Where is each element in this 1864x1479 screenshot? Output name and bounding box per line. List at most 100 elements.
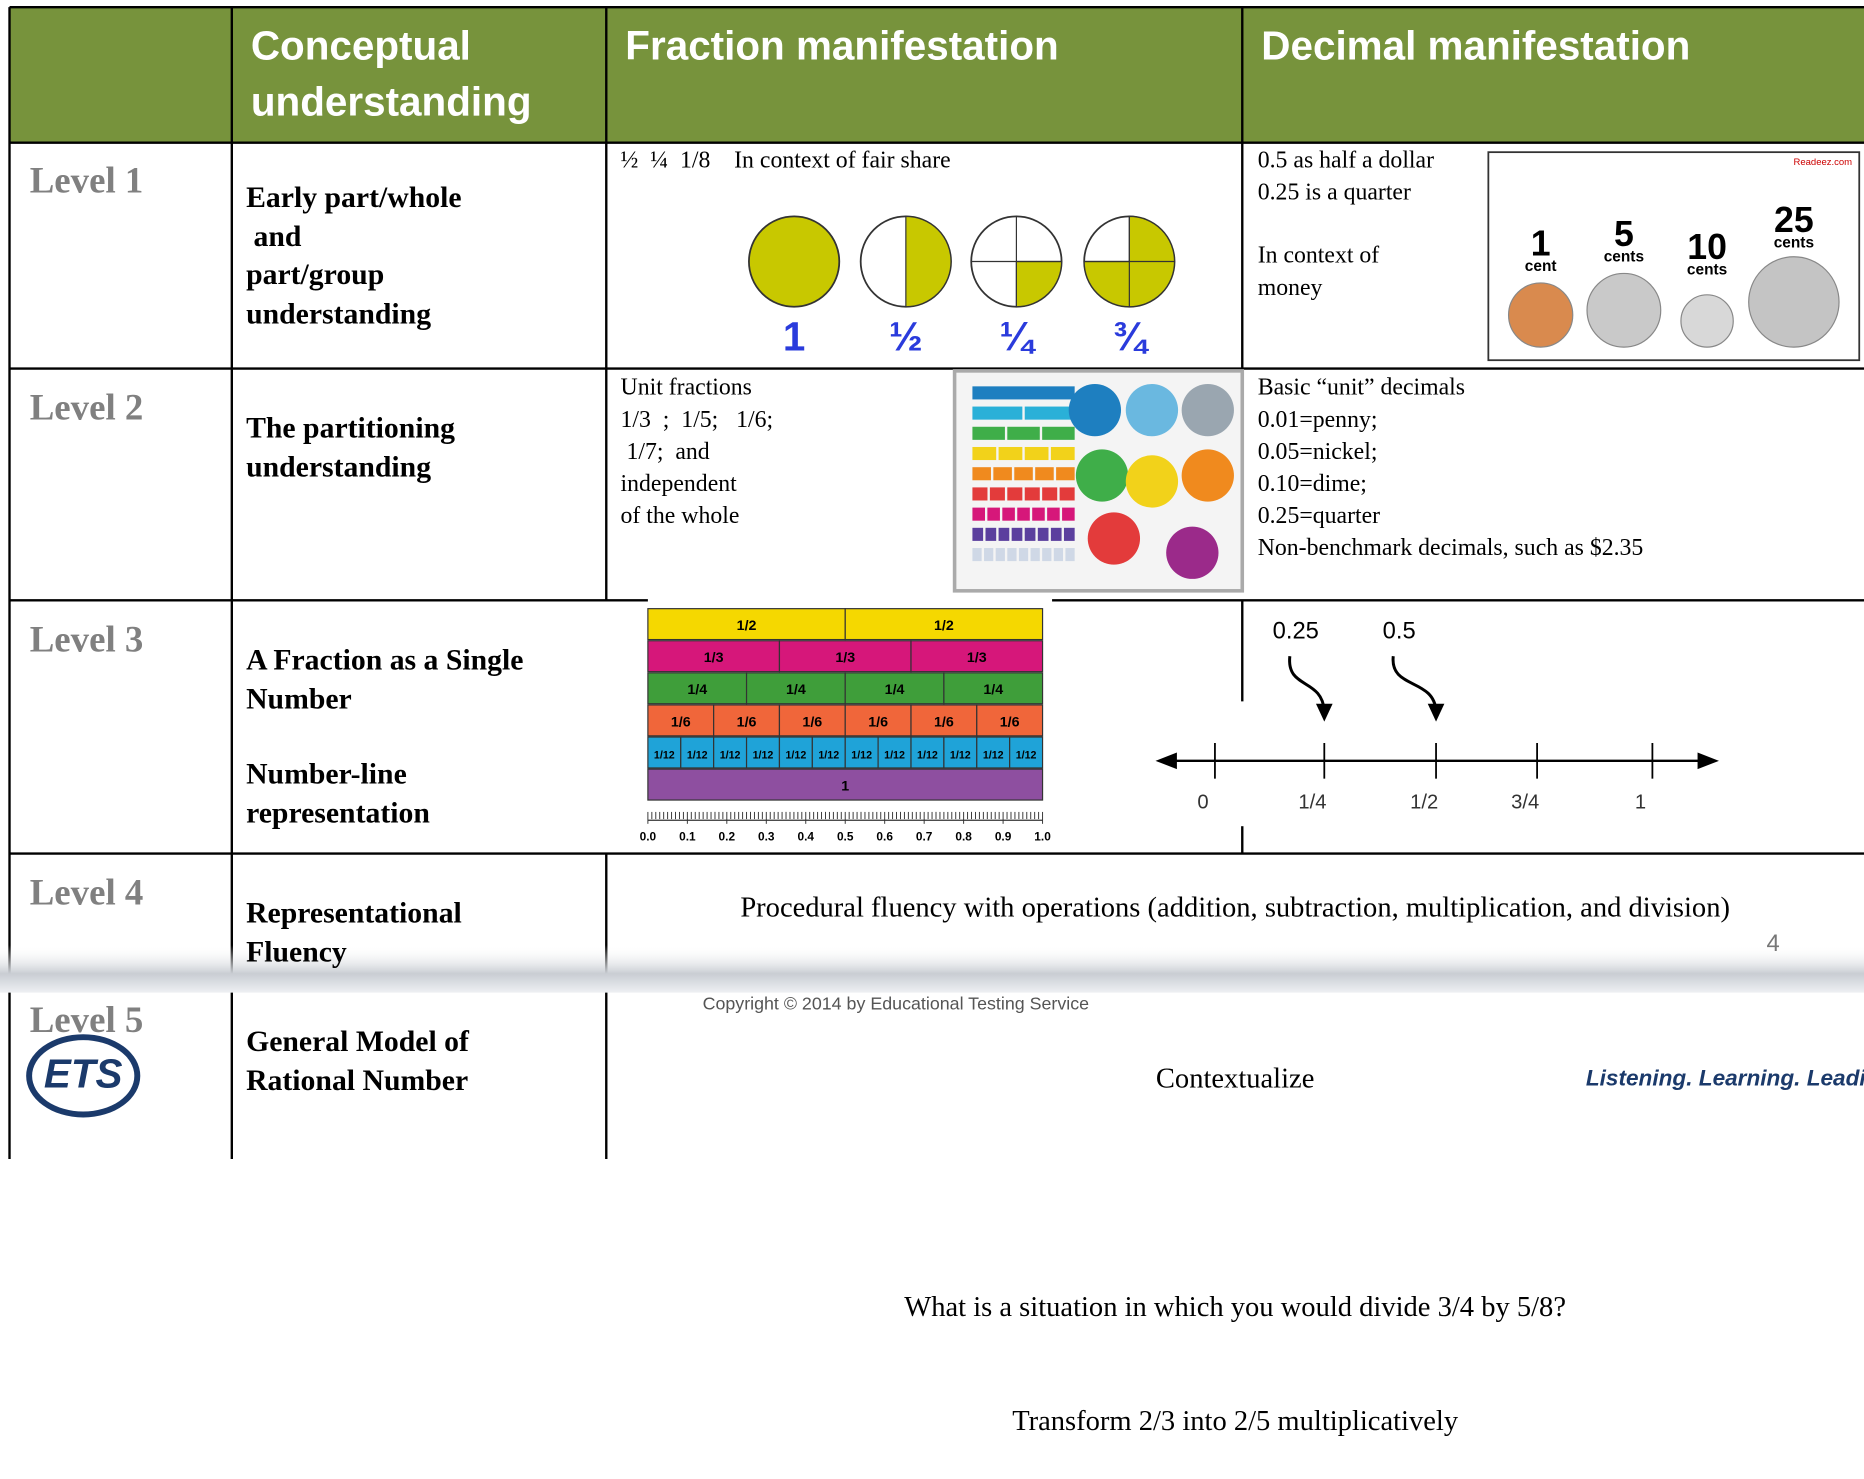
photo-piece bbox=[972, 467, 991, 481]
strip-piece bbox=[910, 640, 1044, 673]
strip-label: 1/3 bbox=[835, 650, 855, 666]
strip-label: 1/2 bbox=[934, 618, 954, 634]
strip-label: 1/4 bbox=[983, 682, 1003, 698]
fraction-circle: 1 bbox=[748, 215, 841, 360]
strip-label: 1/6 bbox=[1000, 714, 1020, 730]
strip-label: 1/12 bbox=[818, 749, 839, 761]
text-line: understanding bbox=[246, 297, 432, 330]
arrow-head bbox=[1697, 752, 1719, 770]
text-line: 0.25=quarter bbox=[1257, 502, 1381, 530]
number-label: 1/4 bbox=[1298, 791, 1326, 813]
photo-piece bbox=[1011, 527, 1023, 541]
span-line: What is a situation in which you would d… bbox=[904, 1292, 1566, 1324]
text-line: Unit fractions bbox=[620, 374, 752, 401]
ruler-label: 0.4 bbox=[797, 829, 814, 843]
strip-piece bbox=[844, 736, 879, 769]
photo-piece bbox=[1087, 512, 1141, 565]
coin bbox=[1586, 272, 1662, 348]
photo-piece bbox=[1035, 467, 1054, 481]
ruler-label: 0.5 bbox=[837, 829, 854, 843]
concept: General Model of Rational Number bbox=[246, 1024, 469, 1101]
strip-label: 1/6 bbox=[868, 714, 888, 730]
strip-piece bbox=[910, 704, 978, 737]
ruler-label: 0.0 bbox=[640, 829, 657, 843]
circle-fill bbox=[905, 215, 952, 308]
strip-piece bbox=[713, 736, 748, 769]
circle-outline bbox=[748, 215, 841, 308]
photo-piece bbox=[1017, 507, 1030, 521]
span-text: Procedural fluency with operations (addi… bbox=[740, 892, 1730, 924]
fraction-strip: 1/3 1/3 1/3 bbox=[647, 640, 1044, 673]
arrow-label: 0.5 bbox=[1383, 617, 1416, 644]
photo-piece bbox=[1056, 467, 1075, 481]
strip-label: 1/12 bbox=[654, 749, 675, 761]
concept: Number-line representation bbox=[246, 756, 430, 833]
strip-label: 1/12 bbox=[785, 749, 806, 761]
header-line: understanding bbox=[250, 79, 532, 125]
strip-label: 1/12 bbox=[1016, 749, 1037, 761]
fraction-circle: ¼ bbox=[970, 215, 1063, 360]
strip-label: 1/3 bbox=[704, 650, 724, 666]
photo-piece bbox=[1166, 526, 1219, 579]
strip-label: 1/4 bbox=[885, 682, 905, 698]
photo-piece bbox=[1030, 548, 1040, 562]
photo-piece bbox=[1047, 507, 1060, 521]
concept: Early part/whole and part/group understand… bbox=[246, 180, 461, 335]
text-line: 1/3 ; 1/5; 1/6; bbox=[620, 406, 774, 433]
strip-piece bbox=[647, 640, 781, 673]
fraction-strip: 1/12 1/12 1/12 1/12 1/12 1/12 1/12 1/12 1/12 1/12… bbox=[647, 736, 1044, 769]
photo-piece bbox=[1059, 487, 1075, 501]
arrow-head bbox=[1315, 703, 1333, 722]
photo-piece bbox=[1037, 527, 1049, 541]
text-line: 0.05=nickel; bbox=[1257, 438, 1378, 465]
arrow-head bbox=[1427, 703, 1445, 722]
slide: Conceptual understanding Fraction manifes… bbox=[0, 5, 1864, 1437]
text-line: representation bbox=[246, 797, 430, 830]
fraction-strip: 1/6 1/6 1/6 1/6 1/6 1/6 bbox=[647, 704, 1044, 737]
photo-piece bbox=[1068, 383, 1122, 437]
level-label: Level 4 bbox=[29, 871, 144, 913]
photo-piece bbox=[1007, 548, 1017, 562]
photo-piece bbox=[972, 406, 1023, 420]
coin-unit: cent bbox=[1525, 258, 1557, 275]
arrow-head bbox=[1155, 752, 1177, 770]
text-line: 1/7; and bbox=[620, 438, 710, 465]
number-label: 1 bbox=[1635, 791, 1646, 813]
text-line: Non-benchmark decimals, such as $2.35 bbox=[1257, 534, 1644, 562]
photo-piece bbox=[1053, 548, 1064, 562]
coin-value: 5 bbox=[1614, 214, 1634, 254]
fraction-strip: 1 bbox=[647, 768, 1044, 801]
strip-piece bbox=[647, 736, 682, 769]
strip-label: 1/12 bbox=[917, 749, 938, 761]
fraction-circle: ¾ bbox=[1083, 215, 1176, 360]
text-line: part/group bbox=[246, 259, 385, 292]
strip-label: 1 bbox=[841, 779, 849, 795]
photo-piece bbox=[1125, 455, 1179, 508]
number-label: 1/2 bbox=[1410, 791, 1438, 813]
coin bbox=[1680, 294, 1734, 348]
text-line: In context of bbox=[1257, 242, 1380, 269]
photo-piece bbox=[1042, 426, 1075, 440]
ruler-label: 0.6 bbox=[876, 829, 893, 843]
photo-piece bbox=[1062, 507, 1075, 521]
text-line: Rational Number bbox=[246, 1064, 469, 1097]
text-line: Early part/whole bbox=[246, 181, 462, 214]
text-line: 0.01=penny; bbox=[1257, 406, 1378, 433]
photo-piece bbox=[1024, 406, 1075, 420]
decimal-text: Basic “unit” decimals 0.01=penny; 0.05=nic… bbox=[1258, 372, 1644, 565]
strip-label: 1/12 bbox=[687, 749, 708, 761]
curved-arrow bbox=[1288, 656, 1326, 712]
photo-piece bbox=[972, 426, 1005, 440]
photo-piece bbox=[1042, 487, 1058, 501]
ruler-label: 0.3 bbox=[758, 829, 775, 843]
photo-piece bbox=[972, 487, 988, 501]
strip-label: 1/6 bbox=[737, 714, 757, 730]
photo-piece bbox=[1050, 527, 1062, 541]
strip-piece bbox=[778, 736, 813, 769]
strip-piece bbox=[745, 736, 781, 769]
fraction-text: Unit fractions 1/3 ; 1/5; 1/6; 1/7; and in… bbox=[621, 372, 774, 532]
photo-piece bbox=[1125, 383, 1179, 437]
text-line: 0.5 as half a dollar bbox=[1257, 147, 1435, 174]
level-label: Level 5 bbox=[29, 998, 144, 1041]
ruler-label: 1.0 bbox=[1034, 829, 1051, 843]
